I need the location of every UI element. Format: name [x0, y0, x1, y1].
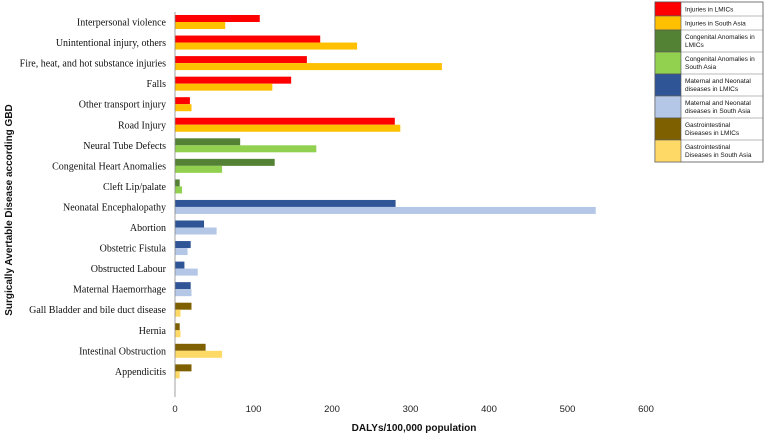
category-label: Unintentional injury, others	[56, 38, 166, 49]
x-tick-label: 400	[481, 404, 497, 415]
bar-lmic-maternal-haemorrhage	[175, 282, 191, 290]
category-label: Neonatal Encephalopathy	[63, 202, 166, 213]
legend-swatch	[654, 1, 682, 17]
legend: Injuries in LMICs Injuries in South Asia C…	[654, 1, 764, 163]
legend-label: Congenital Anomalies in LMICs	[685, 34, 755, 49]
legend-swatch	[654, 29, 682, 53]
category-label: Abortion	[130, 223, 166, 234]
category-label: Maternal Haemorrhage	[73, 285, 167, 296]
bar-south-asia-road-injury	[175, 124, 401, 132]
bar-south-asia-congenital-heart-anomalies	[175, 165, 223, 173]
bar-lmic-hernia	[175, 323, 180, 331]
bar-lmic-gall-bladder-and-bile-duct-disease	[175, 302, 192, 310]
bar-lmic-road-injury	[175, 117, 395, 125]
bar-south-asia-falls	[175, 83, 273, 91]
bar-lmic-appendicitis	[175, 364, 192, 372]
legend-swatch	[654, 51, 682, 75]
legend-label: Gastrointestinal Diseases in South Asia	[685, 144, 752, 159]
x-axis-title: DALYs/100,000 population	[352, 423, 477, 434]
x-tick-label: 300	[403, 404, 419, 415]
bar-south-asia-obstructed-labour	[175, 268, 198, 276]
category-label: Interpersonal violence	[77, 18, 167, 29]
bar-lmic-unintentional-injury-others	[175, 35, 321, 43]
bar-lmic-cleft-lip-palate	[175, 179, 180, 187]
bar-south-asia-interpersonal-violence	[175, 22, 226, 29]
bar-south-asia-hernia	[175, 330, 181, 338]
bar-south-asia-cleft-lip-palate	[175, 186, 183, 194]
bar-south-asia-fire-heat-and-hot-substance-injuries	[175, 63, 442, 71]
bar-lmic-neural-tube-defects	[175, 138, 241, 146]
bar-lmic-neonatal-encephalopathy	[175, 199, 396, 207]
x-tick-label: 100	[246, 404, 262, 415]
bar-south-asia-appendicitis	[175, 371, 180, 379]
legend-label: Maternal and Neonatal diseases in South A…	[685, 100, 751, 115]
x-tick-label: 200	[324, 404, 340, 415]
y-axis-title: Surgically Avertable Disease according G…	[4, 104, 15, 316]
x-tick-label: 600	[638, 404, 654, 415]
legend-swatch	[654, 95, 682, 119]
bar-lmic-obstetric-fistula	[175, 241, 191, 249]
bar-lmic-interpersonal-violence	[175, 15, 260, 22]
category-label: Obstructed Labour	[91, 264, 167, 275]
legend-label: Injuries in South Asia	[685, 21, 746, 28]
legend-swatch	[654, 117, 682, 141]
legend-swatch	[654, 139, 682, 163]
category-label: Road Injury	[118, 120, 166, 131]
category-label: Neural Tube Defects	[83, 141, 166, 152]
category-label: Hernia	[139, 326, 167, 337]
legend-label: Congenital Anomalies in South Asia	[685, 56, 755, 71]
bar-lmic-congenital-heart-anomalies	[175, 158, 275, 166]
bar-south-asia-neural-tube-defects	[175, 145, 317, 153]
bar-lmic-falls	[175, 76, 292, 84]
bar-south-asia-other-transport-injury	[175, 104, 192, 112]
legend-label: Maternal and Neonatal diseases in LMICs	[685, 78, 751, 93]
category-label: Gall Bladder and bile duct disease	[29, 305, 166, 316]
category-label: Falls	[147, 79, 167, 90]
legend-label: Injuries in LMICs	[685, 7, 734, 14]
x-tick-labels: 0 100 200 300 400 500 600	[172, 404, 654, 415]
bar-lmic-fire-heat-and-hot-substance-injuries	[175, 56, 307, 64]
bar-south-asia-neonatal-encephalopathy	[175, 206, 596, 214]
category-labels: Interpersonal violence Unintentional inju…	[20, 18, 167, 378]
bar-south-asia-abortion	[175, 227, 217, 235]
x-tick-label: 500	[560, 404, 576, 415]
category-label: Appendicitis	[115, 367, 166, 378]
category-label: Congenital Heart Anomalies	[52, 161, 166, 172]
category-label: Other transport injury	[79, 100, 166, 111]
category-label: Obstetric Fistula	[100, 244, 167, 255]
x-tick-label: 0	[172, 404, 177, 415]
category-label: Fire, heat, and hot substance injuries	[20, 59, 166, 70]
legend-swatch	[654, 15, 682, 31]
category-label: Intestinal Obstruction	[79, 346, 166, 357]
bar-lmic-obstructed-labour	[175, 261, 185, 269]
bar-south-asia-unintentional-injury-others	[175, 42, 358, 50]
bar-south-asia-gall-bladder-and-bile-duct-disease	[175, 309, 181, 317]
legend-label: Gastrointestinal Diseases in LMICs	[685, 122, 740, 137]
bar-south-asia-intestinal-obstruction	[175, 350, 223, 358]
category-label: Cleft Lip/palate	[103, 182, 167, 193]
bar-group	[175, 15, 596, 379]
bar-lmic-intestinal-obstruction	[175, 343, 206, 351]
bar-south-asia-obstetric-fistula	[175, 248, 188, 256]
bar-lmic-other-transport-injury	[175, 97, 190, 105]
legend-swatch	[654, 73, 682, 97]
bar-south-asia-maternal-haemorrhage	[175, 289, 192, 297]
bar-lmic-abortion	[175, 220, 205, 228]
